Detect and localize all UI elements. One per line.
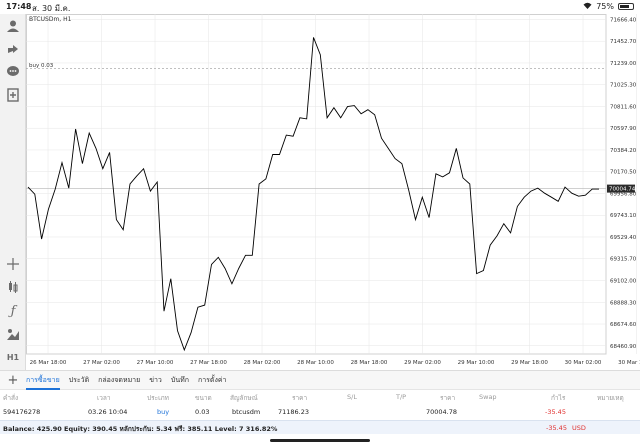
price-series-line xyxy=(27,37,599,352)
x-tick-label: 27 Mar 02:00 xyxy=(83,360,120,366)
y-tick-label: 71239.00 xyxy=(610,61,637,67)
header-tp: T/P xyxy=(396,393,407,401)
x-tick-label: 28 Mar 18:00 xyxy=(351,360,388,366)
add-page-icon[interactable] xyxy=(5,87,21,103)
wifi-icon xyxy=(583,2,592,11)
x-tick-label: 29 Mar 10:00 xyxy=(458,360,495,366)
footer xyxy=(0,434,640,447)
header-open-price: ราคา xyxy=(292,394,308,402)
header-size: ขนาด xyxy=(195,394,212,402)
tab-3[interactable]: ข่าว xyxy=(149,375,162,384)
total-profit: -35.45 xyxy=(546,424,567,432)
y-tick-label: 69743.10 xyxy=(610,213,637,219)
current-price-label: 70004.74 xyxy=(609,187,636,193)
row-open-price: 71186.23 xyxy=(278,408,310,416)
row-profit: -35.45 xyxy=(545,408,566,416)
y-tick-label: 69102.00 xyxy=(610,279,637,285)
x-tick-label: 27 Mar 18:00 xyxy=(190,360,227,366)
buy-line-label: buy 0.03 xyxy=(29,63,54,69)
tab-4[interactable]: บันทึก xyxy=(170,375,189,384)
x-tick-label: 30 Mar 02:00 xyxy=(565,360,602,366)
header-sl: S/L xyxy=(347,393,357,401)
x-tick-label: 30 Mar 10:00 xyxy=(618,360,640,366)
tab-1[interactable]: ประวัติ xyxy=(68,375,90,384)
y-tick-label: 69956.80 xyxy=(610,191,637,197)
row-symbol: btcusdm xyxy=(232,408,261,416)
chart-type-icon[interactable] xyxy=(5,279,21,295)
add-tab-icon[interactable]: + xyxy=(7,372,19,388)
y-tick-label: 70597.90 xyxy=(610,126,637,132)
row-price: 70004.78 xyxy=(426,408,458,416)
crosshair-icon[interactable] xyxy=(5,256,21,272)
price-chart[interactable]: 71666.40 71452.70 71239.00 71025.30 70811.60… xyxy=(26,14,640,370)
x-tick-label: 29 Mar 18:00 xyxy=(511,360,548,366)
row-size: 0.03 xyxy=(195,408,210,416)
header-comment: หมายเหตุ xyxy=(597,394,624,402)
row-order: 594176278 xyxy=(3,408,41,416)
chart-toolbar: ƒ H1 xyxy=(0,14,26,370)
position-row[interactable]: 594176278 03.26 10:04 buy 0.03 btcusdm 7… xyxy=(0,406,640,420)
y-tick-label: 68460.90 xyxy=(610,344,637,350)
shapes-icon[interactable] xyxy=(5,326,21,342)
y-tick-label: 70170.50 xyxy=(610,170,637,176)
tab-2[interactable]: กล่องจดหมาย xyxy=(98,375,141,384)
x-tick-label: 26 Mar 18:00 xyxy=(30,360,67,366)
header-type: ประเภท xyxy=(147,394,169,402)
balance-summary: Balance: 425.90 Equity: 390.45 หลักประกั… xyxy=(3,425,278,433)
chat-icon[interactable] xyxy=(5,64,21,80)
x-tick-label: 29 Mar 02:00 xyxy=(404,360,441,366)
y-tick-label: 70384.20 xyxy=(610,148,637,154)
table-header: คำสั่ง เวลา ประเภท ขนาด สัญลักษณ์ ราคา S… xyxy=(0,391,640,405)
balance-bar: Balance: 425.90 Equity: 390.45 หลักประกั… xyxy=(0,420,640,434)
x-tick-label: 27 Mar 10:00 xyxy=(137,360,174,366)
header-profit: กำไร xyxy=(551,394,566,402)
tab-0[interactable]: การซื้อขาย xyxy=(26,371,60,390)
header-swap: Swap xyxy=(479,393,497,401)
status-right: 75% xyxy=(583,2,634,11)
y-tick-label: 68888.30 xyxy=(610,300,637,306)
status-bar: 17:48 ส. 30 มี.ค. 75% xyxy=(0,0,640,14)
y-tick-label: 69529.40 xyxy=(610,235,637,241)
tab-5[interactable]: การตั้งค่า xyxy=(197,375,227,384)
status-date: ส. 30 มี.ค. xyxy=(32,4,71,13)
indicator-icon[interactable]: ƒ xyxy=(10,303,16,319)
y-tick-label: 71025.30 xyxy=(610,83,637,89)
share-icon[interactable] xyxy=(5,40,21,56)
chart-canvas[interactable]: 71666.40 71452.70 71239.00 71025.30 70811.60… xyxy=(26,14,640,370)
account-currency: USD xyxy=(572,424,586,432)
header-symbol: สัญลักษณ์ xyxy=(230,394,258,402)
y-tick-label: 68674.60 xyxy=(610,322,637,328)
current-price-tag xyxy=(607,184,635,193)
tab-list: การซื้อขาย ประวัติ กล่องจดหมาย ข่าว บันทึก กา… xyxy=(26,371,235,390)
battery-icon xyxy=(618,3,634,10)
timeframe-button[interactable]: H1 xyxy=(6,352,20,362)
bottom-tab-bar: + การซื้อขาย ประวัติ กล่องจดหมาย ข่าว บันทึก… xyxy=(0,370,640,390)
battery-percent: 75% xyxy=(596,2,614,11)
header-order: คำสั่ง xyxy=(3,394,19,402)
y-tick-label: 70811.60 xyxy=(610,104,637,110)
chart-symbol-label: BTCUSDm, H1 xyxy=(29,16,72,23)
positions-table: คำสั่ง เวลา ประเภท ขนาด สัญลักษณ์ ราคา S… xyxy=(0,390,640,426)
row-time: 03.26 10:04 xyxy=(88,408,128,416)
row-type: buy xyxy=(157,408,170,416)
y-tick-label: 71452.70 xyxy=(610,39,637,45)
x-tick-label: 28 Mar 02:00 xyxy=(244,360,281,366)
plot-frame xyxy=(26,14,607,355)
x-tick-label: 28 Mar 10:00 xyxy=(297,360,334,366)
y-tick-label: 69315.70 xyxy=(610,257,637,263)
home-indicator xyxy=(270,439,370,442)
battery-level xyxy=(620,5,629,8)
y-tick-label: 71666.40 xyxy=(610,17,637,23)
header-time: เวลา xyxy=(97,394,111,402)
header-price: ราคา xyxy=(440,394,456,402)
avatar-icon[interactable] xyxy=(5,18,21,34)
status-time: 17:48 xyxy=(6,2,32,11)
